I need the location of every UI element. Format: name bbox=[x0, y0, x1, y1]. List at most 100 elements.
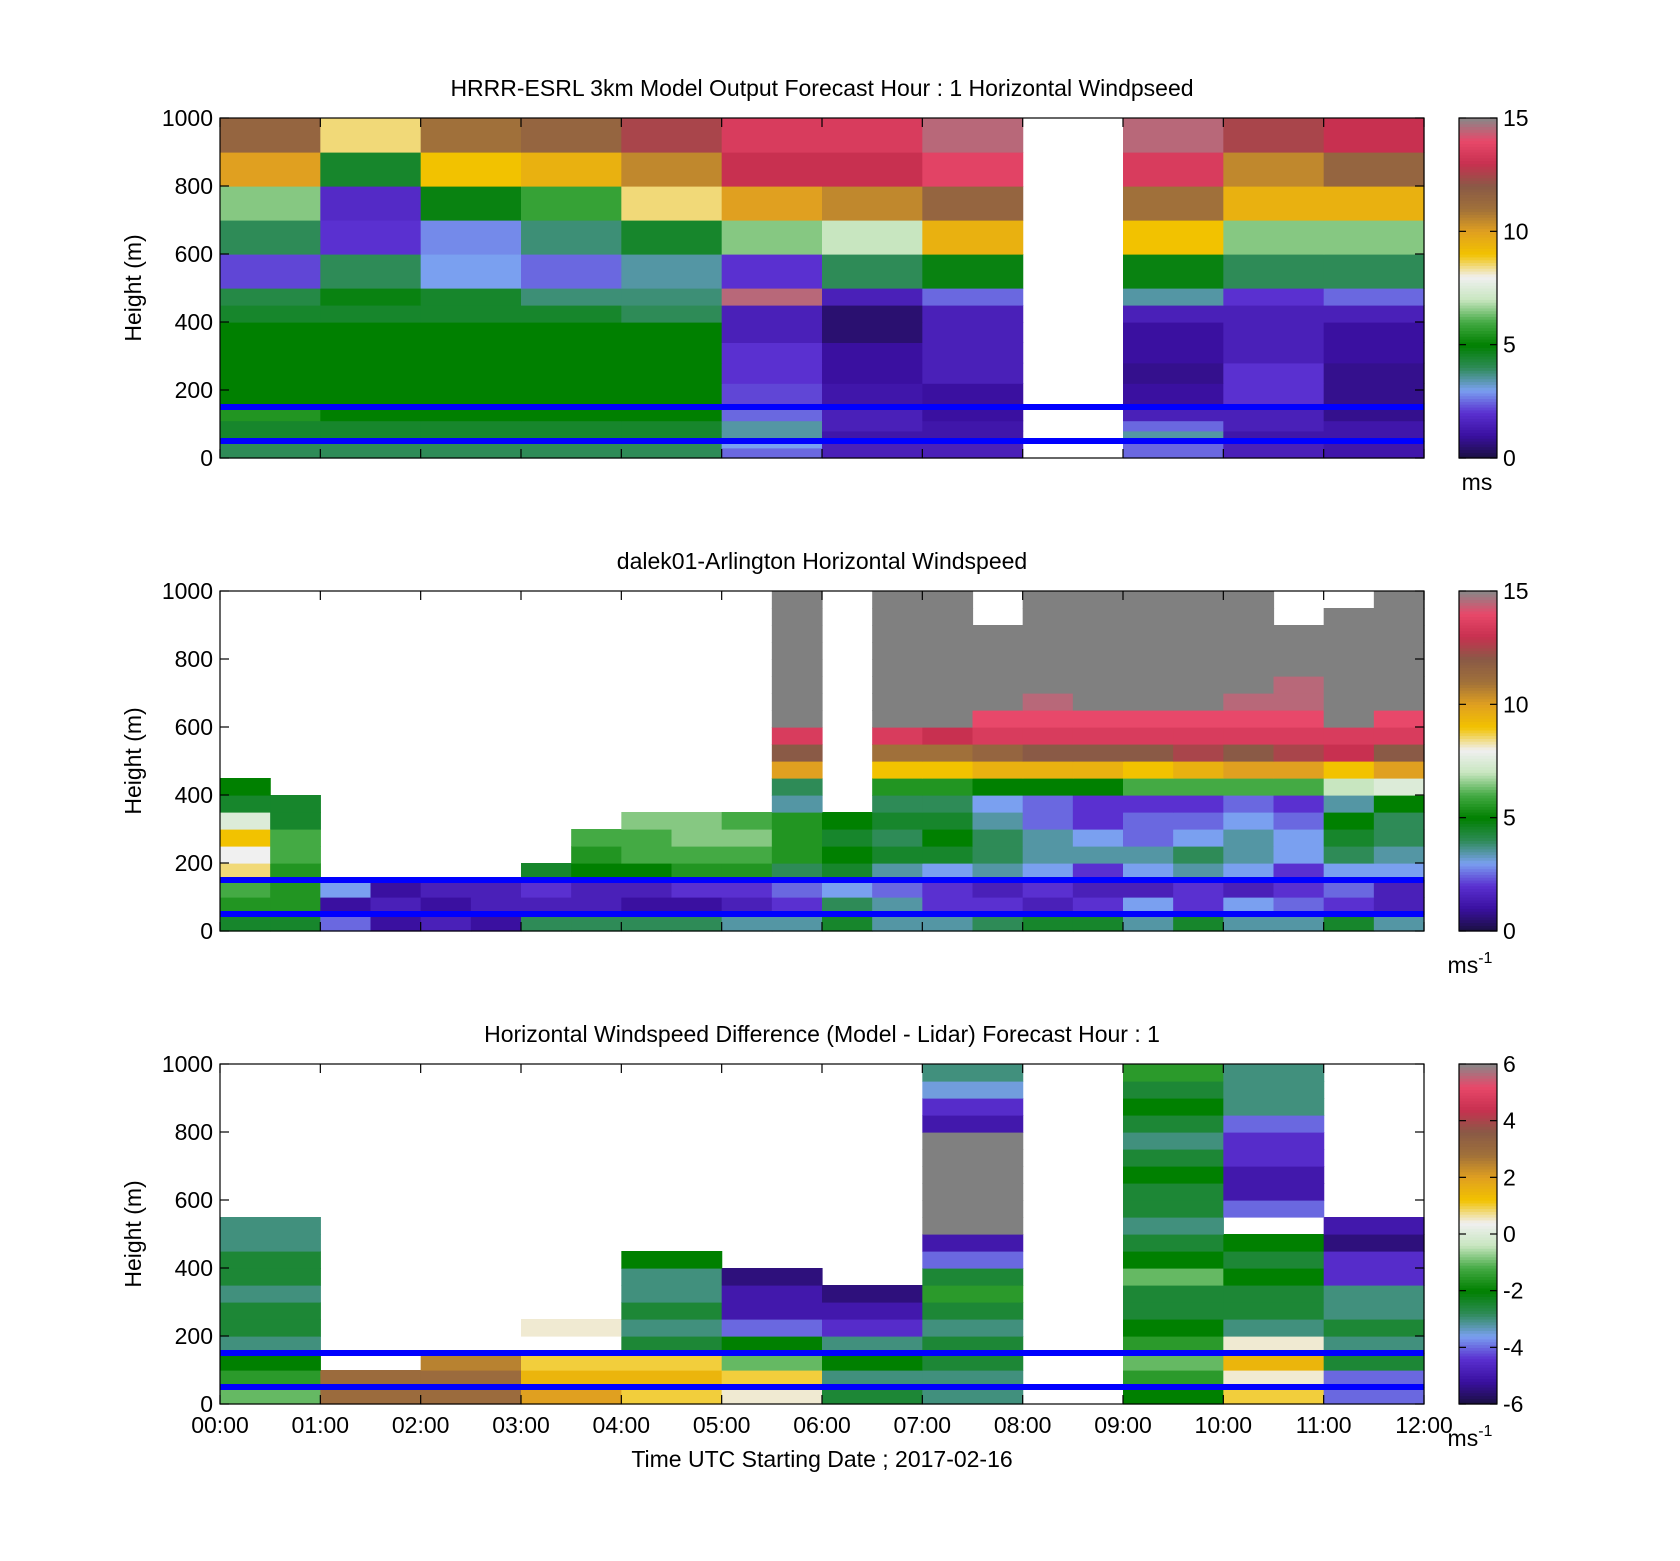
heatmap-cell bbox=[922, 1115, 1024, 1133]
colorbar-segment bbox=[1459, 438, 1497, 442]
heatmap-cell bbox=[1123, 693, 1174, 711]
heatmap-cell bbox=[922, 1217, 1024, 1235]
heatmap-cell bbox=[1123, 305, 1224, 323]
heatmap-cell bbox=[1022, 897, 1074, 915]
colorbar-segment bbox=[1459, 237, 1497, 241]
colorbar-segment bbox=[1459, 449, 1497, 453]
colorbar-segment bbox=[1459, 795, 1497, 799]
colorbar-segment bbox=[1459, 911, 1497, 915]
colorbar-segment bbox=[1459, 840, 1497, 844]
x-tick-label: 09:00 bbox=[1094, 1412, 1152, 1438]
heatmap-cell bbox=[1123, 1353, 1224, 1371]
heatmap-cell bbox=[420, 430, 522, 442]
y-tick-label: 1000 bbox=[162, 105, 213, 131]
colorbar-segment bbox=[1459, 741, 1497, 745]
heatmap-cell bbox=[872, 727, 923, 745]
heatmap-cell bbox=[1323, 676, 1375, 694]
heatmap-cell bbox=[1373, 897, 1425, 915]
heatmap-cell bbox=[872, 710, 923, 728]
colorbar: 0 5 10 15 bbox=[1458, 578, 1529, 944]
heatmap-cell bbox=[1373, 761, 1425, 779]
colorbar-segment bbox=[1459, 1166, 1497, 1170]
colorbar-segment bbox=[1459, 1194, 1497, 1198]
colorbar-segment bbox=[1459, 1191, 1497, 1195]
heatmap-cell bbox=[922, 1098, 1024, 1116]
colorbar-segment bbox=[1459, 857, 1497, 861]
heatmap-cell bbox=[771, 778, 823, 796]
heatmap-cell bbox=[420, 362, 522, 384]
colorbar-segment bbox=[1459, 217, 1497, 221]
heatmap-cell bbox=[922, 305, 1024, 323]
heatmap-cell bbox=[822, 288, 923, 306]
heatmap-cell bbox=[1123, 914, 1174, 932]
heatmap-cell bbox=[922, 383, 1024, 405]
colorbar-segment bbox=[1459, 653, 1497, 657]
heatmap-cell bbox=[671, 829, 723, 847]
heatmap-cell bbox=[220, 1285, 321, 1303]
colorbar-segment bbox=[1459, 248, 1497, 252]
heatmap-cell bbox=[1323, 914, 1375, 932]
heatmap-cell bbox=[1223, 322, 1325, 343]
panel-model: HRRR-ESRL 3km Model Output Forecast Hour… bbox=[120, 75, 1529, 495]
colorbar-segment bbox=[1459, 1066, 1497, 1071]
colorbar-segment bbox=[1459, 1293, 1497, 1297]
heatmap-cell bbox=[1223, 1149, 1325, 1167]
colorbar-segment bbox=[1459, 1353, 1497, 1357]
colorbar-segment bbox=[1459, 1336, 1497, 1340]
colorbar-segment bbox=[1459, 860, 1497, 864]
heatmap-cell bbox=[822, 420, 923, 432]
colorbar-segment bbox=[1459, 322, 1497, 326]
heatmap-cell bbox=[1323, 693, 1375, 711]
heatmap-cell bbox=[1273, 744, 1325, 762]
heatmap-cell bbox=[621, 1353, 723, 1371]
heatmap-cell bbox=[771, 744, 823, 762]
colorbar-segment bbox=[1459, 928, 1497, 932]
heatmap-cell bbox=[922, 362, 1024, 384]
heatmap-cell bbox=[1123, 441, 1224, 449]
colorbar-segment bbox=[1459, 834, 1497, 839]
colorbar-segment bbox=[1459, 418, 1497, 422]
panel-difference: Horizontal Windspeed Difference (Model -… bbox=[120, 1021, 1524, 1451]
heatmap-cell bbox=[1373, 778, 1425, 796]
colorbar-tick-label: 5 bbox=[1503, 805, 1516, 831]
heatmap-cell bbox=[1022, 778, 1074, 796]
heatmap-cell bbox=[621, 1251, 723, 1269]
colorbar-segment bbox=[1459, 678, 1497, 683]
colorbar-segment bbox=[1459, 661, 1497, 666]
y-tick-label: 1000 bbox=[162, 1051, 213, 1077]
heatmap-cell bbox=[320, 220, 422, 255]
heatmap-cell bbox=[671, 880, 723, 898]
heatmap-cell bbox=[420, 288, 522, 306]
y-tick-label: 400 bbox=[175, 309, 213, 335]
heatmap-cell bbox=[771, 608, 823, 626]
heatmap-cell bbox=[922, 897, 974, 915]
heatmap-cell bbox=[521, 914, 572, 932]
colorbar-segment bbox=[1459, 693, 1497, 697]
heatmap-cell bbox=[521, 118, 622, 153]
heatmap-cell bbox=[420, 152, 522, 187]
heatmap-cell bbox=[1323, 152, 1425, 187]
colorbar-segment bbox=[1459, 919, 1497, 924]
colorbar-segment bbox=[1459, 177, 1497, 181]
heatmap-cell bbox=[1072, 676, 1124, 694]
heatmap-cell bbox=[270, 812, 321, 830]
colorbar-segment bbox=[1459, 1310, 1497, 1314]
heatmap-cell bbox=[1022, 710, 1074, 728]
heatmap-cell bbox=[1123, 1217, 1224, 1235]
heatmap-cell bbox=[320, 1370, 422, 1388]
heatmap-cell bbox=[521, 383, 622, 405]
heatmap-cell bbox=[621, 430, 723, 442]
heatmap-cell bbox=[1123, 1302, 1224, 1320]
heatmap-cell bbox=[1223, 693, 1275, 711]
colorbar-segment bbox=[1459, 891, 1497, 895]
heatmap-cell bbox=[420, 305, 522, 323]
colorbar-segment bbox=[1459, 908, 1497, 912]
heatmap-cell bbox=[1373, 710, 1425, 728]
colorbar-segment bbox=[1459, 1355, 1497, 1360]
colorbar-segment bbox=[1459, 630, 1497, 635]
heatmap-cell bbox=[220, 1234, 321, 1252]
heatmap-cell bbox=[721, 441, 823, 449]
colorbar-segment bbox=[1459, 823, 1497, 827]
colorbar-segment bbox=[1459, 817, 1497, 822]
heatmap-cell bbox=[1323, 441, 1425, 449]
